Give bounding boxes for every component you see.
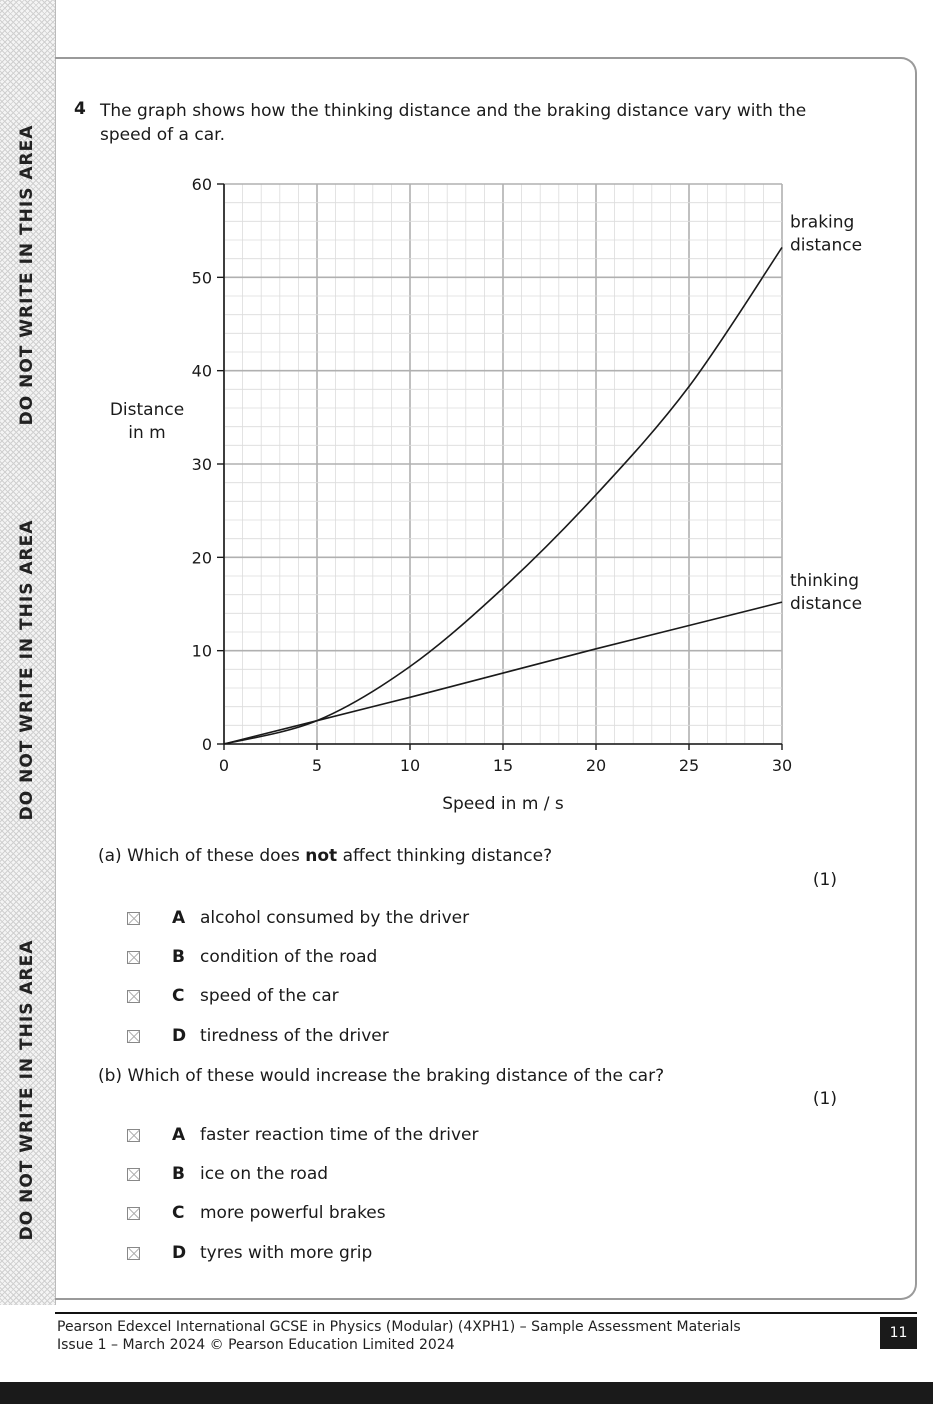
y-tick-label: 30 (192, 455, 212, 474)
x-tick-label: 0 (219, 756, 229, 775)
y-tick-label: 40 (192, 362, 212, 381)
chart-ticks: 0 5 10 15 20 25 30 0 10 20 30 40 50 60 (192, 175, 793, 775)
option-text: tyres with more grip (200, 1243, 373, 1263)
x-tick-label: 15 (493, 756, 513, 775)
part-b-marks: (1) (812, 1089, 837, 1109)
x-tick-label: 25 (679, 756, 699, 775)
y-tick-label: 0 (202, 735, 212, 754)
y-tick-label: 60 (192, 175, 212, 194)
part-a-option-d[interactable]: D tiredness of the driver (127, 1026, 389, 1046)
footer-title: Pearson Edexcel International GCSE in Ph… (57, 1319, 741, 1335)
y-tick-label: 20 (192, 548, 212, 567)
part-a-option-b[interactable]: B condition of the road (127, 947, 377, 967)
question-stem: The graph shows how the thinking distanc… (100, 101, 807, 145)
braking-distance-line (223, 247, 783, 745)
x-tick-label: 5 (312, 756, 322, 775)
part-a-option-a[interactable]: A alcohol consumed by the driver (127, 908, 469, 928)
answer-checkbox[interactable] (127, 1206, 140, 1220)
chart-grid (223, 183, 783, 745)
braking-label-line1: braking (790, 212, 854, 232)
answer-checkbox[interactable] (127, 1029, 140, 1043)
part-a-text-before: Which of these does (127, 846, 306, 866)
margin-notice-bottom: DO NOT WRITE IN THIS AREA (17, 939, 37, 1241)
answer-checkbox[interactable] (127, 1246, 140, 1260)
option-text: faster reaction time of the driver (200, 1125, 479, 1145)
page-number: 11 (880, 1317, 917, 1349)
option-letter: D (172, 1026, 187, 1046)
chart-series (223, 247, 783, 745)
part-b-option-a[interactable]: A faster reaction time of the driver (127, 1125, 479, 1145)
part-a-text-after: affect thinking distance? (337, 846, 553, 866)
option-text: tiredness of the driver (200, 1026, 389, 1046)
footer-copyright: Issue 1 – March 2024 © Pearson Education… (57, 1337, 455, 1353)
part-b-option-b[interactable]: B ice on the road (127, 1164, 328, 1184)
answer-checkbox[interactable] (127, 989, 140, 1003)
option-letter: A (172, 908, 186, 928)
part-a-marks: (1) (812, 870, 837, 890)
part-b-question: (b) Which of these would increase the br… (98, 1066, 664, 1086)
y-tick-label: 50 (192, 268, 212, 287)
answer-checkbox[interactable] (127, 1128, 140, 1142)
option-text: alcohol consumed by the driver (200, 908, 470, 928)
part-b-option-c[interactable]: C more powerful brakes (127, 1203, 386, 1223)
answer-checkbox[interactable] (127, 911, 140, 925)
option-letter: D (172, 1243, 187, 1263)
y-axis-label-line2: in m (128, 423, 165, 443)
bottom-bar (0, 1382, 933, 1404)
thinking-label-line2: distance (790, 594, 862, 614)
part-a-label: (a) (98, 846, 122, 866)
part-a-question: (a) Which of these does not affect think… (98, 846, 552, 866)
x-tick-label: 10 (400, 756, 420, 775)
option-letter: A (172, 1125, 186, 1145)
y-axis-label-line1: Distance (110, 400, 184, 420)
part-b-label: (b) (98, 1066, 123, 1086)
part-b-text: Which of these would increase the brakin… (127, 1066, 665, 1086)
thinking-label-line1: thinking (790, 571, 859, 591)
option-letter: B (172, 1164, 185, 1184)
option-text: speed of the car (200, 986, 339, 1006)
braking-label-line2: distance (790, 235, 862, 255)
margin-hatch-strip: DO NOT WRITE IN THIS AREA DO NOT WRITE I… (0, 0, 56, 1305)
part-a-text-bold: not (305, 846, 338, 866)
question-box (55, 57, 917, 1300)
answer-checkbox[interactable] (127, 1167, 140, 1181)
thinking-distance-line (223, 601, 783, 745)
question-number: 4 (74, 99, 86, 119)
part-b-option-d[interactable]: D tyres with more grip (127, 1243, 372, 1263)
x-axis-label: Speed in m / s (442, 794, 564, 814)
x-tick-label: 30 (772, 756, 792, 775)
option-letter: C (172, 986, 185, 1006)
option-letter: C (172, 1203, 185, 1223)
x-tick-label: 20 (586, 756, 606, 775)
distance-speed-graph: 0 5 10 15 20 25 30 0 10 20 30 40 50 60 braking distanc… (110, 175, 862, 814)
chart-labels: braking distance thinking distance Speed in … (110, 212, 862, 814)
answer-checkbox[interactable] (127, 950, 140, 964)
option-text: more powerful brakes (200, 1203, 386, 1223)
option-text: condition of the road (200, 947, 378, 967)
footer-rule (55, 1312, 917, 1314)
option-text: ice on the road (200, 1164, 329, 1184)
part-a-option-c[interactable]: C speed of the car (127, 986, 339, 1006)
y-tick-label: 10 (192, 642, 212, 661)
option-letter: B (172, 947, 185, 967)
